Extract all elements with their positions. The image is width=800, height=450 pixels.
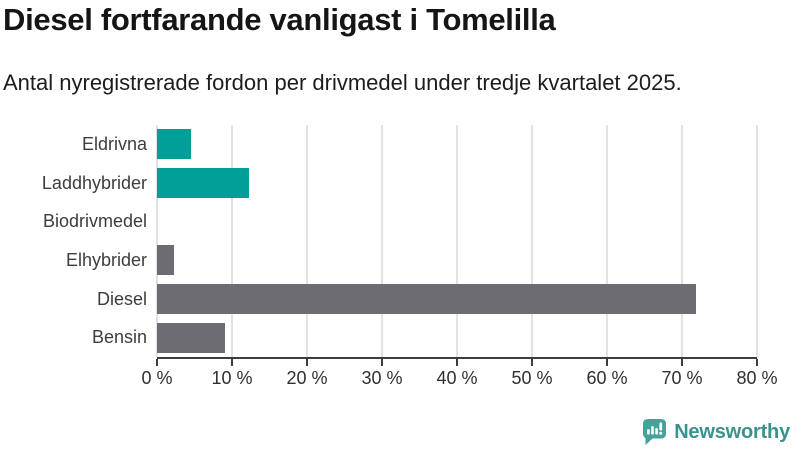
bar-track [157,322,757,353]
chart-subtitle: Antal nyregistrerade fordon per drivmede… [3,70,682,95]
bar-bensin [157,322,226,353]
bar-row: Diesel [0,280,757,319]
bar-eldrivna [157,129,191,160]
axis-tick-label: 20 % [286,368,328,388]
gridline [231,125,233,357]
bar-laddhybrider [157,168,249,198]
category-label: Elhybrider [65,249,147,270]
axis-tick-label: 80 % [736,368,778,388]
axis-tick [756,359,758,366]
category-label: Diesel [96,288,147,309]
x-axis: 0 % 10 % 20 % 30 % 40 % 50 % 60 % 70 % 80 % [141,359,778,397]
newsworthy-speech-bubble-bar-chart-icon [643,419,667,445]
bar-row: Elhybrider [0,241,757,280]
axis-tick [381,359,383,366]
axis-tick-label: 30 % [361,368,403,388]
axis-tick [681,359,683,366]
gridline [456,125,458,357]
axis-tick [231,359,233,366]
axis-tick [531,359,533,366]
bar-track [157,245,757,276]
axis-tick-label: 0 % [141,368,173,388]
gridline [681,125,683,357]
axis-tick-label: 60 % [586,368,628,388]
bar-track [157,129,757,160]
axis-tick [456,359,458,366]
gridline [756,125,758,357]
bar-track [157,284,757,315]
axis-tick [606,359,608,366]
plot-area [156,125,758,359]
gridline [306,125,308,357]
category-label: Bensin [91,327,147,348]
bar-track [157,207,757,237]
bar-row: Bensin [0,318,757,357]
axis-tick-label: 50 % [511,368,553,388]
bar-elhybrider [157,245,174,276]
category-label: Laddhybrider [41,172,147,193]
newsworthy-logo-text: Newsworthy [674,420,790,443]
bar-rows: Eldrivna Laddhybrider Biodrivmedel Elhybrid… [0,125,757,357]
gridline [381,125,383,357]
gridline [606,125,608,357]
bar-row: Laddhybrider [0,164,757,203]
axis-tick-label: 10 % [211,368,253,388]
gridline [156,125,158,357]
gridline [531,125,533,357]
bar-track [157,168,757,198]
axis-tick [306,359,308,366]
category-label: Biodrivmedel [42,211,147,232]
axis-tick-label: 70 % [661,368,703,388]
bar-row: Biodrivmedel [0,202,757,241]
category-label: Eldrivna [81,133,147,154]
axis-tick-label: 40 % [436,368,478,388]
bar-row: Eldrivna [0,125,757,164]
bar-diesel [157,284,697,315]
chart-title: Diesel fortfarande vanligast i Tomelilla [3,2,556,37]
axis-tick [156,359,158,366]
newsworthy-logo: Newsworthy [642,418,790,446]
